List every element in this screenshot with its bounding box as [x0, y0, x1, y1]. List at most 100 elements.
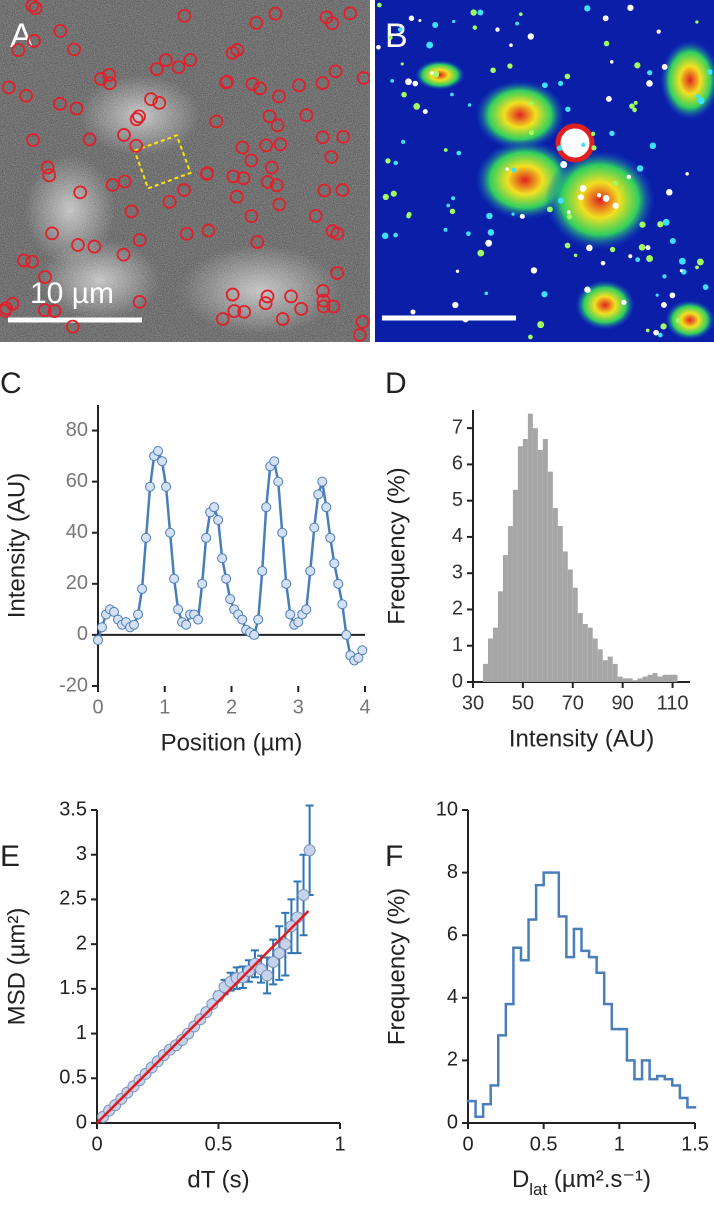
data-point — [137, 583, 148, 594]
histogram-bar — [662, 674, 668, 682]
spot — [472, 25, 478, 30]
y-axis-label: Frequency (%) — [383, 467, 410, 624]
spot — [591, 145, 597, 151]
x-axis-label-part: D — [512, 1166, 529, 1193]
spot — [564, 73, 571, 80]
spot — [660, 323, 667, 330]
data-point — [161, 481, 172, 492]
histogram-bar — [622, 678, 628, 682]
x-tick-label: 0.5 — [530, 1133, 558, 1155]
spot — [477, 249, 485, 257]
spot-marker — [249, 15, 264, 30]
spot — [376, 44, 381, 50]
spot-marker — [272, 197, 287, 212]
spot — [603, 40, 610, 47]
spot — [412, 80, 419, 87]
y-axis-label: Intensity (AU) — [3, 473, 30, 618]
spot — [443, 227, 448, 232]
data-point — [273, 476, 284, 487]
spot — [678, 257, 686, 265]
spot — [696, 258, 704, 266]
histogram-bar — [582, 623, 588, 682]
x-tick-label: 0 — [92, 696, 103, 718]
spot — [666, 189, 673, 196]
histogram-bar — [537, 449, 543, 682]
spot — [529, 101, 534, 106]
spot — [596, 193, 602, 198]
data-point — [267, 956, 280, 969]
spot — [602, 15, 609, 22]
y-tick-label: 2 — [76, 932, 87, 954]
spot-marker — [67, 42, 82, 57]
spot-marker — [65, 319, 80, 334]
spot-marker — [262, 109, 277, 124]
spot — [547, 206, 553, 213]
spot-marker — [177, 183, 191, 197]
spot — [452, 19, 456, 24]
spot — [564, 242, 571, 249]
histogram-bar — [642, 676, 648, 682]
spot — [697, 97, 705, 105]
spot — [609, 246, 616, 253]
spot-marker — [144, 92, 158, 107]
spot — [450, 92, 454, 97]
spot — [646, 80, 653, 87]
spot-marker — [53, 96, 67, 111]
spot-marker — [152, 95, 167, 110]
spot — [653, 329, 659, 336]
spot — [432, 22, 439, 28]
spot — [633, 100, 638, 105]
spot-marker — [269, 178, 284, 193]
histogram-bar — [637, 678, 643, 682]
y-tick-label: -20 — [59, 674, 88, 696]
spot — [649, 142, 657, 150]
histogram-bar — [527, 413, 533, 682]
spot-marker — [237, 304, 252, 319]
spot — [408, 15, 415, 21]
spot — [382, 193, 389, 201]
spot-marker — [356, 71, 370, 85]
spot-marker — [25, 254, 40, 269]
spot-marker — [316, 284, 330, 298]
spot-marker — [11, 43, 26, 58]
spot — [558, 80, 564, 86]
spot-marker — [158, 53, 173, 68]
x-tick-label: 3 — [293, 696, 304, 718]
data-point — [153, 445, 164, 456]
data-point — [329, 558, 340, 569]
histogram-bar — [492, 627, 498, 682]
data-point — [206, 998, 219, 1011]
data-point — [157, 456, 168, 467]
x-tick-label: 1 — [159, 696, 170, 718]
panel-label: D — [385, 367, 407, 400]
spot — [645, 245, 651, 251]
histogram-bar — [497, 591, 503, 682]
spot-marker — [260, 174, 275, 189]
fit-line — [96, 910, 310, 1124]
data-point — [169, 573, 180, 584]
spot-marker — [299, 108, 314, 123]
spot — [455, 269, 460, 273]
spot-marker — [325, 224, 340, 238]
spot — [443, 148, 448, 152]
spot-marker — [82, 132, 97, 147]
spot — [685, 172, 689, 176]
y-tick-label: 1.5 — [59, 977, 87, 999]
spot-marker — [272, 89, 286, 104]
data-point — [237, 614, 248, 625]
spot-marker — [226, 169, 241, 184]
spot — [400, 62, 404, 66]
spot — [566, 214, 573, 220]
histogram-bar — [542, 439, 548, 682]
spot — [679, 269, 683, 273]
histogram-bar — [652, 672, 658, 682]
spot — [507, 63, 513, 69]
spot — [537, 321, 545, 329]
spot — [634, 62, 641, 69]
spot-marker — [200, 166, 215, 181]
spot — [487, 229, 495, 236]
spot — [639, 221, 646, 228]
y-tick-label: 5 — [452, 489, 463, 511]
y-tick-label: 20 — [66, 572, 88, 594]
data-point — [209, 502, 220, 513]
